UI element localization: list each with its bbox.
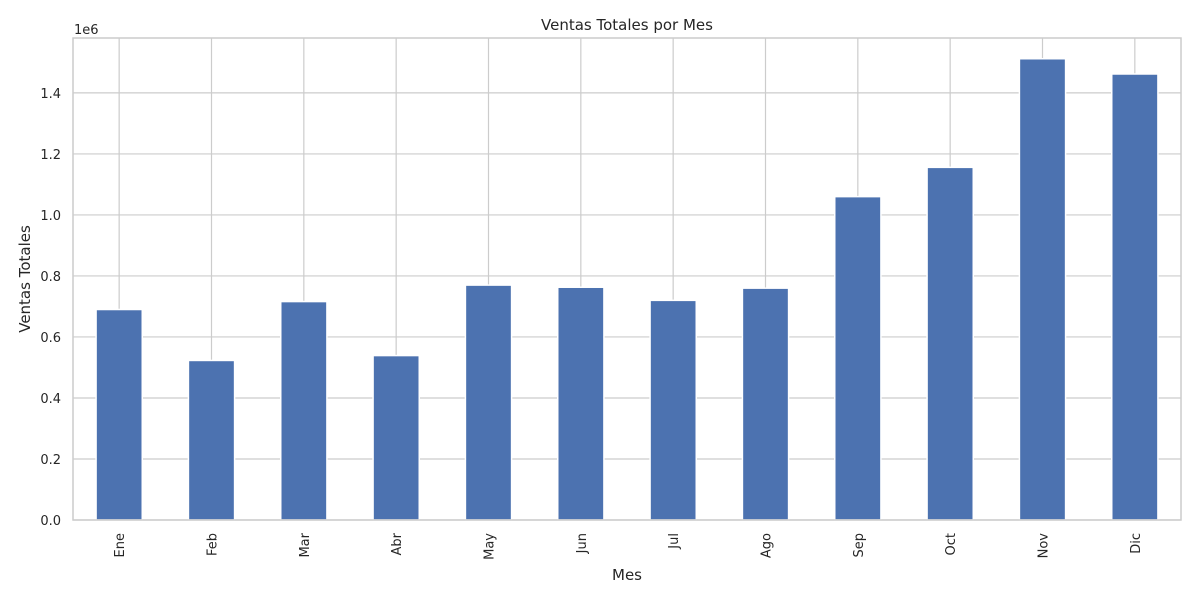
x-tick-label: Dic <box>1129 533 1144 554</box>
x-tick-label: Feb <box>206 533 221 556</box>
bar-sep <box>834 195 882 521</box>
bar-feb <box>187 359 236 521</box>
y-axis-label: Ventas Totales <box>16 225 34 333</box>
bar-abr <box>372 354 421 521</box>
y-tick-label: 0.8 <box>40 270 61 285</box>
x-tick-label: Nov <box>1037 533 1052 559</box>
bar-jun <box>557 286 605 521</box>
y-tick-label: 0.4 <box>40 392 61 407</box>
x-tick-label: Ago <box>760 533 775 558</box>
axes-frame <box>72 37 1182 521</box>
y-offset-label: 1e6 <box>74 23 99 38</box>
bar-oct <box>926 166 974 521</box>
x-tick-label: Oct <box>944 533 959 555</box>
y-tick-label: 1.4 <box>40 87 61 102</box>
bar-dic <box>1111 73 1159 521</box>
bar-jul <box>649 299 697 521</box>
y-tick-label: 0.0 <box>40 514 61 529</box>
y-tick-label: 1.0 <box>40 209 61 224</box>
bars-layer <box>95 57 1159 521</box>
x-tick-label: Jun <box>575 533 590 554</box>
bar-ene <box>95 308 144 521</box>
bar-ago <box>741 287 790 521</box>
grid-layer <box>73 38 1181 521</box>
bar-may <box>464 284 513 521</box>
x-tick-label: Ene <box>113 533 128 557</box>
x-tick-label: Sep <box>852 533 867 558</box>
chart-title: Ventas Totales por Mes <box>541 16 713 34</box>
y-tick-label: 0.2 <box>40 453 61 468</box>
tick-labels: 0.0 0.2 0.4 0.6 0.8 1.0 1.2 1.4 Ene Feb Mar Abr May J… <box>40 87 1144 560</box>
x-tick-label: May <box>483 533 498 560</box>
x-axis-label: Mes <box>612 566 642 584</box>
bar-nov <box>1018 57 1067 521</box>
plot-frame <box>72 37 1182 521</box>
bar-mar <box>280 300 328 521</box>
x-tick-label: Abr <box>390 532 405 555</box>
y-tick-label: 0.6 <box>40 331 61 346</box>
x-tick-label: Mar <box>298 532 313 557</box>
y-tick-label: 1.2 <box>40 148 61 163</box>
x-tick-label: Jul <box>667 533 682 550</box>
